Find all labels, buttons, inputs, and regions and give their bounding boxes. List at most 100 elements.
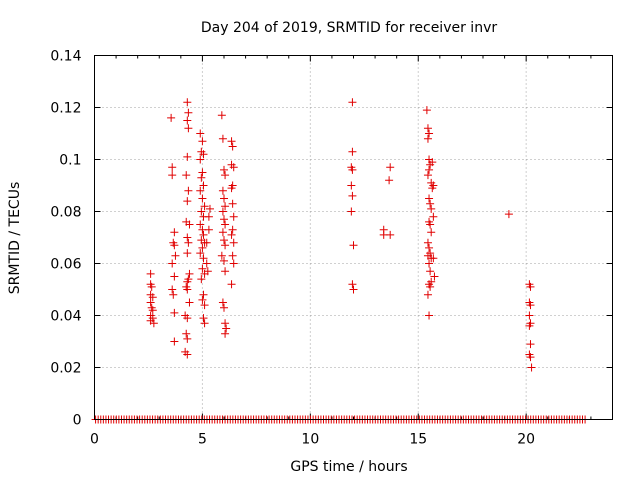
- data-point: [198, 168, 207, 177]
- y-tick-label: 0.08: [50, 205, 81, 221]
- y-tick-label: 0.12: [50, 101, 81, 117]
- data-point: [426, 220, 435, 229]
- data-point: [204, 212, 213, 221]
- data-point: [183, 233, 192, 242]
- y-tick-label: 0: [73, 413, 82, 429]
- data-point: [183, 197, 192, 206]
- data-point: [185, 269, 194, 278]
- data-point: [430, 272, 439, 281]
- data-point: [170, 228, 179, 237]
- data-point: [425, 259, 434, 268]
- data-point: [422, 106, 431, 115]
- data-point: [184, 238, 193, 247]
- data-point: [218, 228, 227, 237]
- data-point: [183, 98, 192, 107]
- data-point: [221, 241, 230, 250]
- data-point: [428, 158, 437, 167]
- data-point: [423, 290, 432, 299]
- data-point: [198, 243, 207, 252]
- data-point: [348, 165, 357, 174]
- data-point: [527, 363, 536, 372]
- data-point: [220, 236, 228, 245]
- data-point: [171, 251, 180, 260]
- data-point: [228, 199, 237, 208]
- data-point: [218, 207, 227, 216]
- data-point: [427, 228, 436, 237]
- data-point: [183, 314, 192, 323]
- data-point: [200, 319, 209, 328]
- data-point: [220, 165, 228, 174]
- data-point: [228, 225, 237, 234]
- data-point: [526, 301, 535, 310]
- data-point: [197, 173, 206, 182]
- tick-labels: 0 0.02 0.04 0.06 0.08 0.1 0.12 0.14 0 5 10 15 20: [50, 49, 535, 448]
- data-point: [227, 184, 236, 193]
- data-point: [423, 134, 432, 143]
- data-point: [221, 319, 230, 328]
- data-point: [198, 194, 207, 203]
- data-point: [200, 202, 209, 211]
- data-point: [220, 215, 228, 224]
- data-point: [146, 269, 155, 278]
- data-point: [385, 176, 394, 185]
- y-tick-label: 0.14: [50, 49, 81, 65]
- data-point: [199, 254, 208, 263]
- data-point: [203, 267, 212, 276]
- data-point: [221, 202, 230, 211]
- data-point: [348, 147, 357, 156]
- data-point: [229, 259, 238, 268]
- data-point: [228, 142, 237, 151]
- data-point: [349, 241, 358, 250]
- data-point: [526, 353, 535, 362]
- data-point: [220, 256, 228, 265]
- data-point: [426, 267, 435, 276]
- data-point: [525, 311, 534, 320]
- data-point: [426, 282, 435, 291]
- data-point: [199, 230, 208, 239]
- data-point: [217, 111, 226, 120]
- data-point: [221, 267, 230, 276]
- data-point: [196, 129, 205, 138]
- data-point: [183, 249, 192, 258]
- data-point: [198, 264, 207, 273]
- data-point: [429, 254, 438, 263]
- data-point: [504, 210, 513, 219]
- data-point: [348, 191, 357, 200]
- data-point: [217, 251, 226, 260]
- grid: [94, 55, 613, 420]
- data-point: [220, 194, 228, 203]
- data-point: [425, 129, 434, 138]
- data-point: [197, 275, 206, 284]
- data-point: [167, 113, 176, 122]
- data-point: [185, 298, 194, 307]
- x-axis-title: GPS time / hours: [290, 459, 407, 475]
- data-point: [221, 329, 230, 338]
- data-point: [202, 238, 211, 247]
- data-point: [199, 314, 208, 323]
- data-point: [184, 124, 193, 133]
- x-tick-label: 15: [409, 432, 427, 448]
- data-points: [91, 98, 590, 424]
- data-point: [386, 230, 395, 239]
- data-point: [220, 303, 228, 312]
- data-point: [198, 295, 207, 304]
- y-tick-label: 0.02: [50, 361, 81, 377]
- data-point: [183, 152, 192, 161]
- data-point: [196, 155, 205, 164]
- data-point: [229, 163, 238, 172]
- data-point: [227, 230, 236, 239]
- data-point: [168, 171, 177, 180]
- data-point: [425, 194, 434, 203]
- data-point: [183, 277, 192, 286]
- data-point: [196, 220, 205, 229]
- y-tick-label: 0.04: [50, 309, 81, 325]
- data-point: [199, 181, 208, 190]
- data-point: [427, 204, 436, 213]
- data-point: [429, 181, 438, 190]
- y-axis-title: SRMTID / TECUs: [7, 182, 23, 295]
- data-point: [425, 311, 434, 320]
- data-point: [526, 282, 535, 291]
- data-point: [425, 243, 434, 252]
- data-point: [197, 207, 206, 216]
